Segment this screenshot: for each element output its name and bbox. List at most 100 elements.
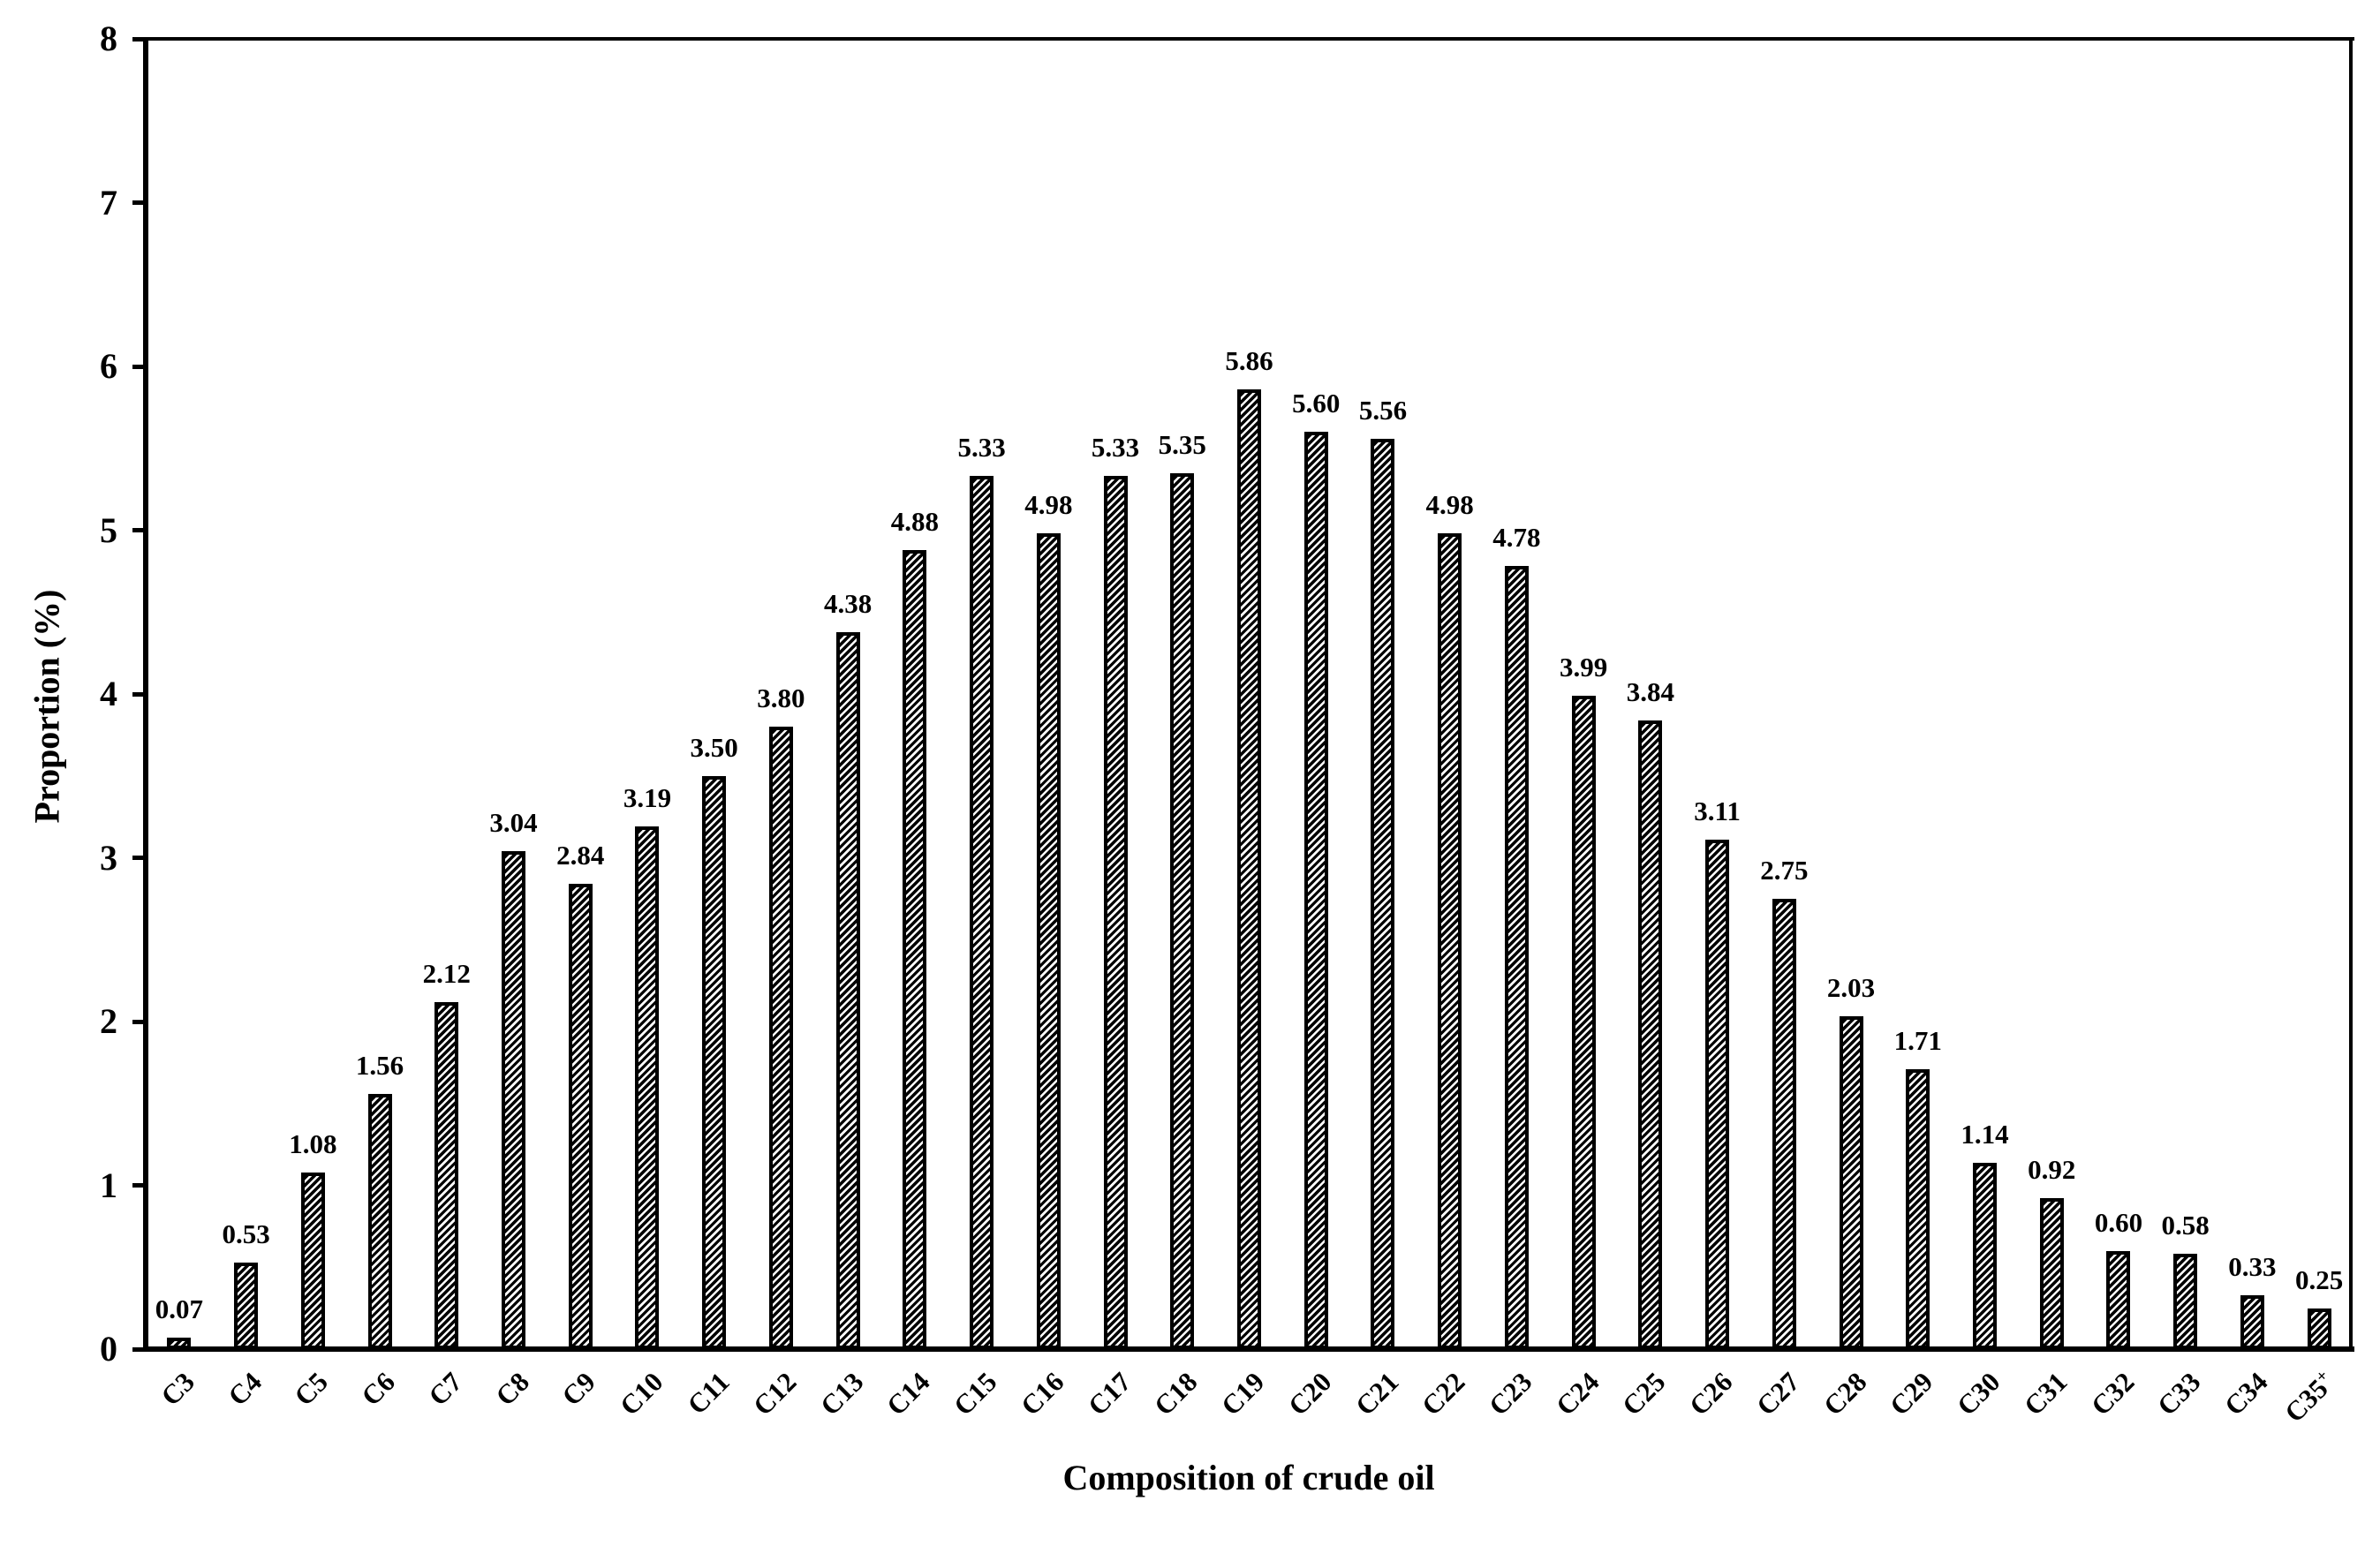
bar-c24	[1571, 696, 1596, 1349]
bar-c31	[2039, 1198, 2064, 1349]
bar-value-label: 3.99	[1560, 652, 1608, 683]
bar-c15	[970, 476, 994, 1349]
x-tick-label: C25	[1616, 1366, 1672, 1422]
bar-value-label: 0.92	[2028, 1154, 2076, 1185]
bar-value-label: 1.56	[355, 1050, 404, 1081]
bar-value-label: 0.25	[2295, 1264, 2344, 1295]
bar-c27	[1772, 899, 1796, 1349]
bar-c33	[2173, 1254, 2198, 1349]
bar-value-label: 4.38	[824, 588, 873, 619]
bar-value-label: 3.80	[757, 683, 805, 713]
y-tick-label: 5	[100, 509, 117, 550]
bar-value-label: 0.58	[2161, 1210, 2210, 1241]
bar-value-label: 3.50	[690, 732, 738, 763]
bar-c9	[568, 884, 593, 1349]
bar-c11	[702, 776, 727, 1349]
x-tick-label: C16	[1014, 1366, 1070, 1422]
x-axis-line	[143, 1346, 2354, 1352]
x-tick-label: C28	[1817, 1366, 1873, 1422]
y-tick-mark	[132, 1346, 146, 1352]
x-tick-label: C29	[1884, 1366, 1939, 1422]
x-tick-label: C15	[948, 1366, 1003, 1422]
bar-c20	[1303, 432, 1328, 1349]
bar-c18	[1170, 473, 1195, 1349]
x-tick-label: C13	[813, 1366, 870, 1422]
x-tick-label: C33	[2151, 1366, 2207, 1422]
x-axis-title: Composition of crude oil	[1062, 1458, 1435, 1497]
bar-value-label: 2.84	[556, 840, 605, 871]
bar-value-label: 3.11	[1694, 796, 1741, 826]
bar-c21	[1371, 439, 1395, 1349]
bar-value-label: 2.75	[1760, 855, 1809, 886]
x-tick-label: C14	[880, 1366, 936, 1422]
bar-value-label: 5.56	[1358, 395, 1408, 426]
y-tick-mark	[132, 691, 146, 697]
x-tick-label: C8	[488, 1366, 535, 1412]
bar-value-label: 3.84	[1626, 676, 1674, 707]
bar-c14	[903, 550, 927, 1349]
bar-c13	[835, 632, 860, 1349]
x-tick-label: C19	[1215, 1366, 1271, 1422]
bar-value-label: 1.71	[1893, 1025, 1942, 1056]
y-tick-label: 2	[100, 1001, 117, 1041]
plot-area: 0.07 0.53 1.08 1.56 2.12 3.04 2.84 3.19 3.50 3.80…	[146, 39, 2353, 1349]
bar-c16	[1036, 533, 1061, 1349]
x-tick-label: C4	[222, 1366, 268, 1412]
y-tick-mark	[132, 1019, 146, 1024]
bar-c8	[502, 851, 525, 1349]
y-tick-label: 8	[100, 19, 117, 58]
bar-value-label: 3.04	[489, 807, 538, 838]
y-tick-mark	[132, 364, 146, 369]
bar-c29	[1906, 1069, 1930, 1349]
bar-value-label: 5.60	[1292, 388, 1341, 419]
y-tick-mark	[132, 528, 146, 532]
x-tick-label: C17	[1081, 1366, 1137, 1422]
x-tick-label: C5	[288, 1366, 335, 1412]
y-tick-mark	[132, 200, 146, 205]
bar-c28	[1839, 1016, 1863, 1349]
y-tick-label: 6	[100, 346, 117, 386]
bar-value-label: 0.60	[2094, 1207, 2143, 1238]
bar-value-label: 2.12	[422, 958, 471, 989]
bar-value-label: 4.88	[890, 506, 939, 537]
bar-c30	[1973, 1163, 1997, 1349]
bar-c4	[234, 1263, 259, 1349]
y-tick-label: 0	[100, 1329, 117, 1369]
bar-value-label: 3.19	[623, 782, 672, 813]
x-tick-label: C3	[155, 1366, 200, 1412]
bar-c34	[2240, 1295, 2264, 1349]
bar-c23	[1504, 566, 1529, 1349]
bar-c10	[635, 826, 660, 1349]
plot-border-top	[143, 37, 2354, 41]
plus-superscript: +	[2312, 1366, 2332, 1387]
x-tick-label: C22	[1416, 1366, 1471, 1422]
x-tick-label: C11	[681, 1366, 736, 1421]
bar-c26	[1705, 840, 1730, 1349]
y-tick-label: 3	[100, 837, 117, 878]
plot-border-right	[2349, 37, 2353, 1352]
x-tick-label: C30	[1951, 1366, 2006, 1422]
y-tick-label: 4	[100, 674, 117, 713]
y-tick-mark	[132, 1183, 146, 1188]
bar-value-label: 0.07	[155, 1293, 203, 1324]
x-tick-label: C35+	[2278, 1366, 2334, 1429]
bar-value-label: 4.98	[1024, 489, 1073, 520]
bar-c32	[2106, 1251, 2131, 1349]
bar-value-label: 1.08	[289, 1128, 337, 1159]
bar-value-label: 5.33	[1091, 432, 1140, 463]
x-tick-label: C27	[1749, 1366, 1806, 1422]
bar-value-label: 5.35	[1158, 429, 1206, 460]
bar-c5	[300, 1173, 325, 1349]
bar-value-label: 1.14	[1961, 1119, 2009, 1150]
x-tick-label: C7	[422, 1366, 468, 1412]
y-tick-label: 7	[100, 182, 117, 222]
x-tick-label: C24	[1549, 1366, 1606, 1422]
bar-c25	[1638, 720, 1663, 1349]
x-tick-label: C26	[1683, 1366, 1739, 1422]
bar-value-label: 5.33	[957, 432, 1006, 463]
bar-value-label: 4.78	[1492, 522, 1541, 553]
bar-c17	[1103, 476, 1128, 1349]
bar-c12	[768, 727, 793, 1349]
x-tick-label: C18	[1148, 1366, 1204, 1422]
